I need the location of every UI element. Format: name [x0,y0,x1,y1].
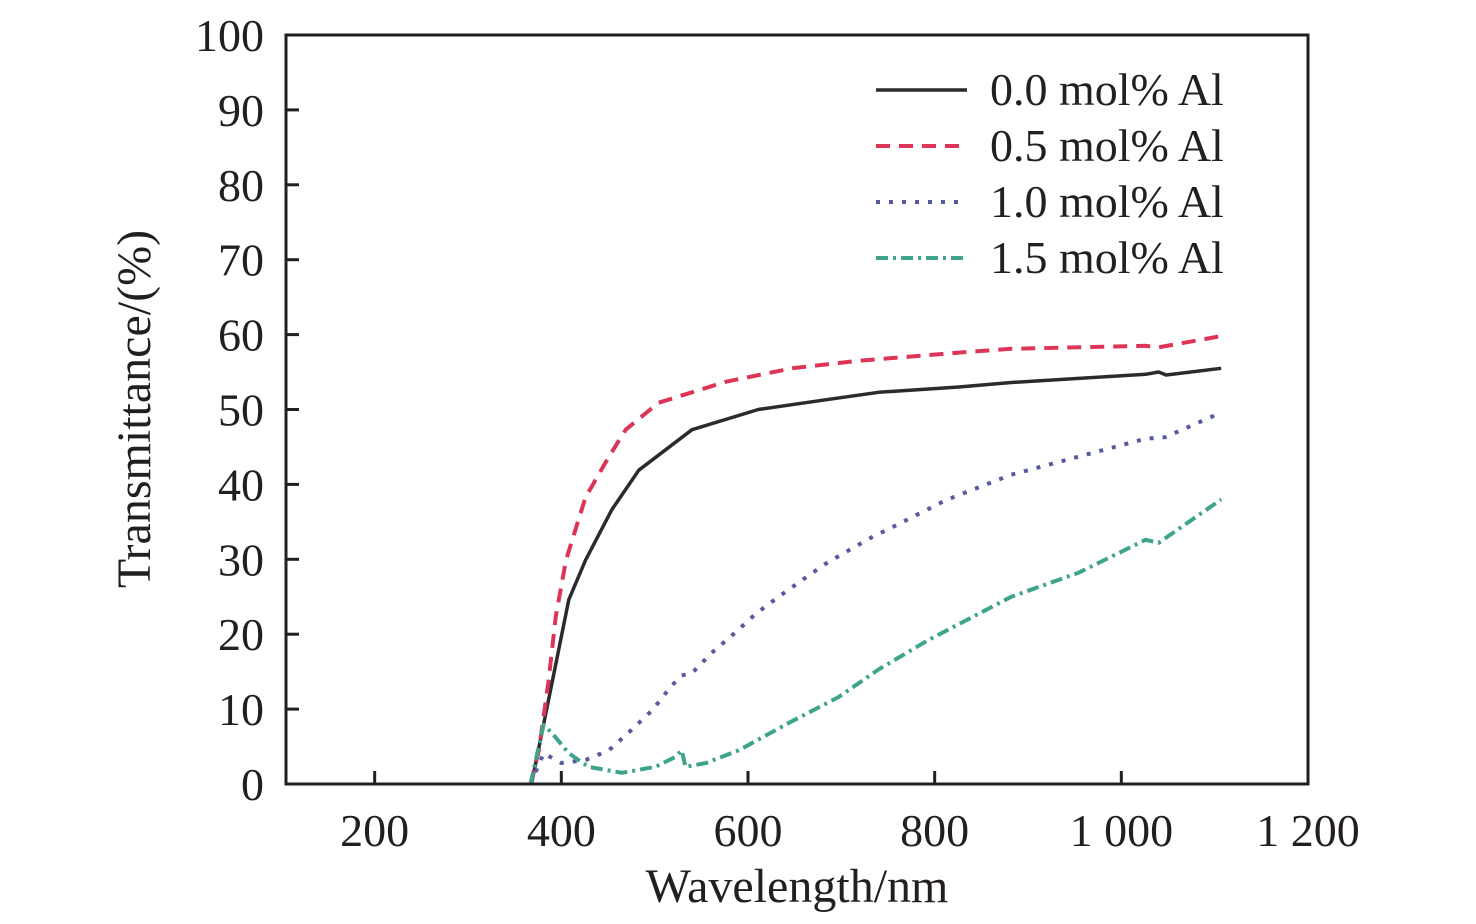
plot-area [528,334,1223,785]
y-tick-label: 80 [218,160,264,211]
series-line-2 [528,410,1223,785]
x-tick-label: 1 000 [1070,805,1174,856]
y-tick-label: 50 [218,385,264,436]
y-tick-label: 40 [218,459,264,510]
y-tick-label: 30 [218,534,264,585]
legend-label-1: 0.5 mol% Al [990,120,1224,171]
y-tick-label: 100 [195,10,264,61]
x-axis: 200 400 600 800 1 000 1 200 [340,771,1360,856]
x-tick-label: 200 [340,805,409,856]
y-tick-label: 60 [218,310,264,361]
series-line-3 [528,497,1223,785]
y-axis: 0 10 20 30 40 50 60 70 80 90 100 [195,10,299,810]
legend-label-3: 1.5 mol% Al [990,232,1224,283]
legend: 0.0 mol% Al0.5 mol% Al1.0 mol% Al1.5 mol… [876,64,1224,283]
y-axis-title: Transmittance/(%) [108,230,161,588]
y-tick-label: 20 [218,609,264,660]
series-line-0 [529,366,1222,785]
y-tick-label: 70 [218,235,264,286]
x-axis-title: Wavelength/nm [646,860,949,913]
y-tick-label: 90 [218,85,264,136]
y-tick-label: 0 [241,759,264,810]
x-tick-label: 800 [900,805,969,856]
legend-label-2: 1.0 mol% Al [990,176,1224,227]
y-tick-label: 10 [218,684,264,735]
x-tick-label: 1 200 [1256,805,1360,856]
x-tick-label: 600 [714,805,783,856]
series-line-1 [528,334,1222,785]
x-tick-label: 400 [527,805,596,856]
legend-label-0: 0.0 mol% Al [990,64,1224,115]
